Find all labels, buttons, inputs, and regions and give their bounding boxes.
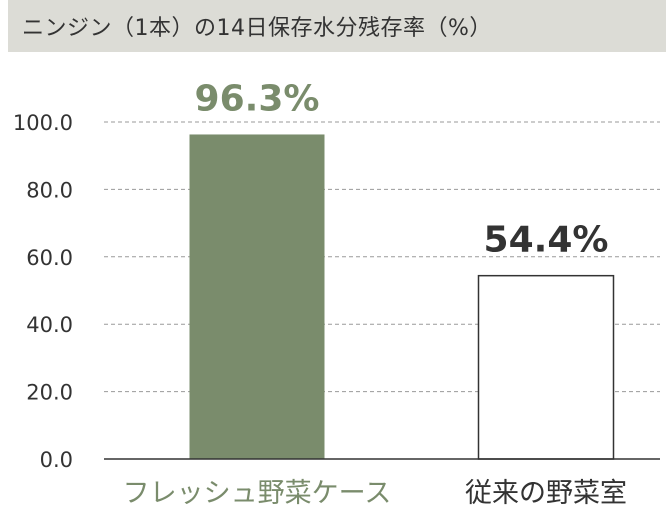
value-label-1: 54.4% [484,220,609,261]
y-tick-label-0: 0.0 [40,448,73,472]
bar-1 [477,274,615,460]
bar-0 [189,134,325,459]
chart-title-bar: ニンジン（1本）の14日保存水分残存率（%） [8,0,666,52]
y-tick-label-1: 20.0 [26,381,73,405]
y-tick-label-4: 80.0 [26,178,73,202]
category-label-0: フレッシュ野菜ケース [123,478,392,509]
value-label-0: 96.3% [195,78,320,119]
y-tick-label-2: 40.0 [26,313,73,337]
category-label-1: 従来の野菜室 [465,478,627,509]
chart-title: ニンジン（1本）の14日保存水分残存率（%） [22,16,492,41]
y-tick-label-5: 100.0 [13,111,73,135]
y-tick-label-3: 60.0 [26,246,73,270]
